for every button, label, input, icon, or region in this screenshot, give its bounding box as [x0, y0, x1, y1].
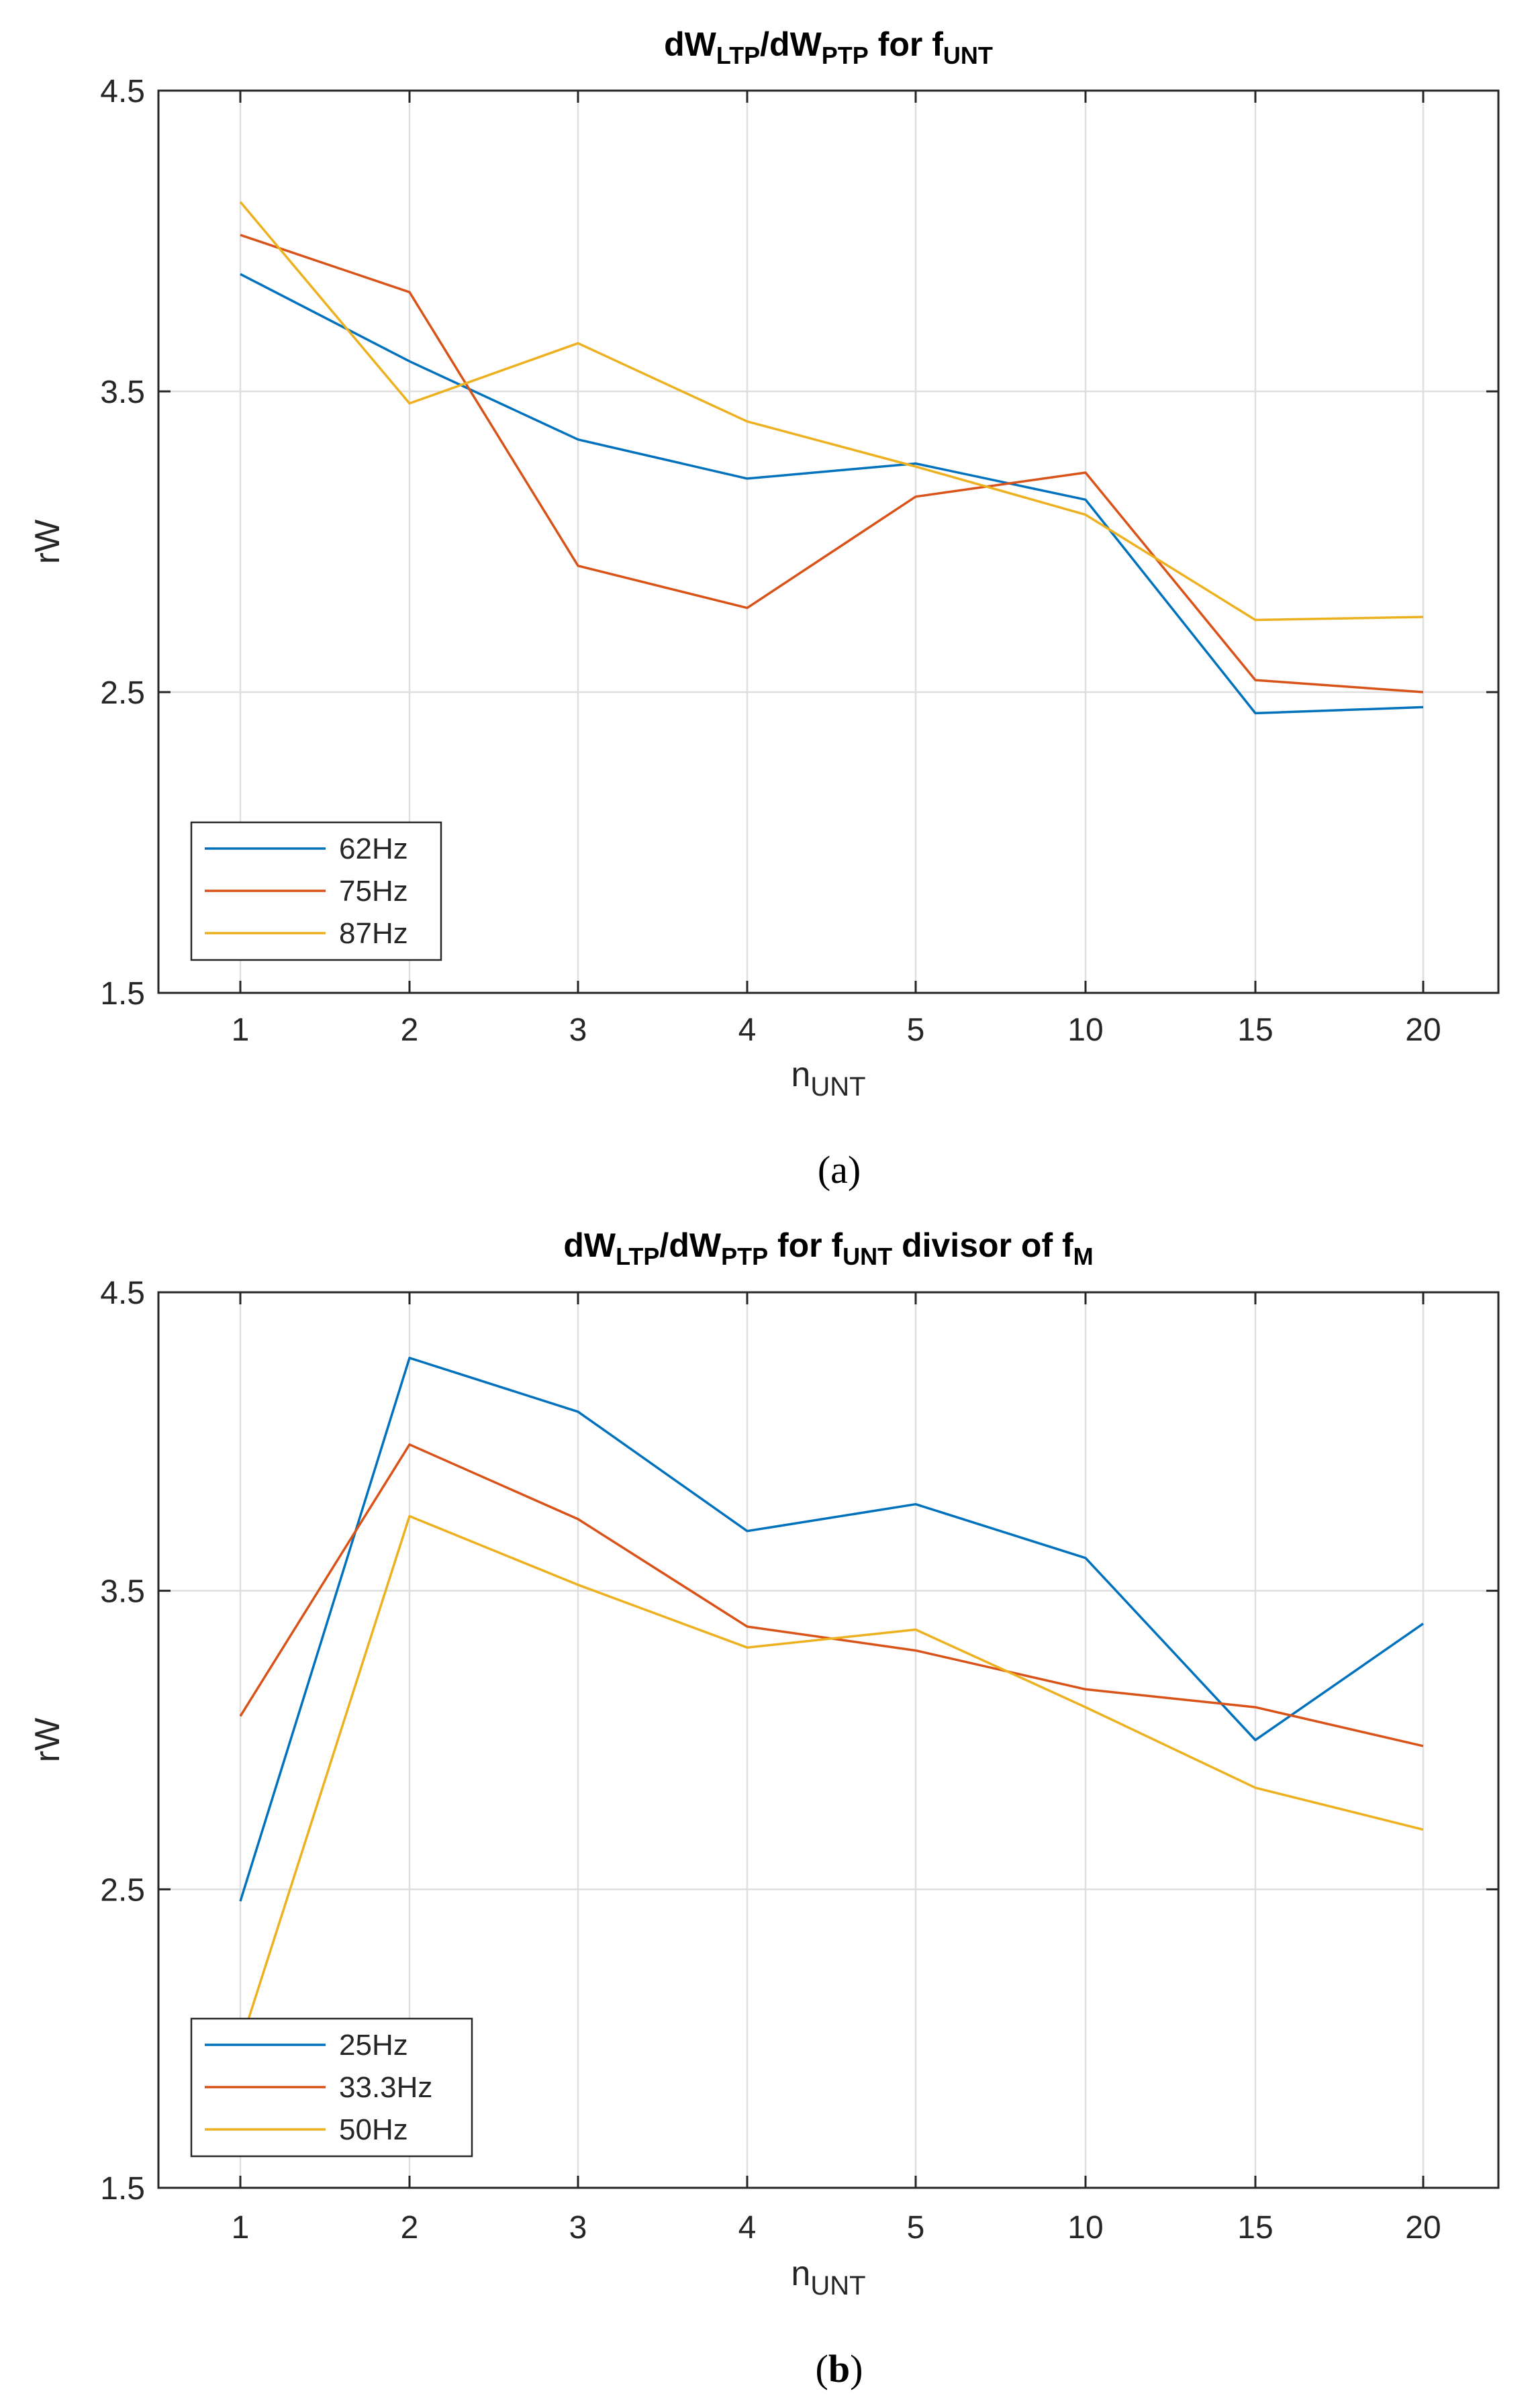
series-line-87hz [239, 201, 1424, 622]
series-group-a [239, 201, 1424, 715]
chart-title-a: dWLTP/dWPTP for fUNT [664, 26, 993, 69]
ticks-b: 1 2 3 4 5 10 15 20 1.5 2.5 3.5 4.5 [100, 1275, 1498, 2246]
y-tick-label-b-3-5: 3.5 [100, 1574, 145, 1610]
chart-title-b: dWLTP/dWPTP for fUNT divisor of fM [563, 1226, 1093, 1270]
axes-box-a [157, 89, 1500, 994]
x-tick-label-b-2: 2 [401, 2210, 419, 2246]
x-tick-label-b-5: 5 [907, 2210, 925, 2246]
y-tick-label-a-4-5: 4.5 [100, 74, 145, 109]
caption-b-open: ( [816, 2347, 828, 2391]
x-tick-label-b-1: 1 [232, 2210, 250, 2246]
title-b-sub4: M [1073, 1243, 1094, 1270]
series-line-50hz [239, 1514, 1424, 2045]
title-b-sub3: UNT [843, 1243, 892, 1270]
title-b-rest: divisor of f [892, 1226, 1073, 1264]
y-tick-label-a-3-5: 3.5 [100, 375, 145, 410]
x-tick-label-b-3: 3 [569, 2210, 587, 2246]
title-a-tail: for f [869, 26, 943, 63]
x-tick-label-a-2: 2 [401, 1012, 419, 1048]
y-axis-label-a: rW [28, 520, 67, 564]
legend-label-62hz: 62Hz [339, 832, 408, 865]
ticks-a: 1 2 3 4 5 10 15 20 1.5 2.5 3.5 4.5 [100, 74, 1498, 1048]
title-b-tail: for f [768, 1226, 843, 1264]
series-line-25hz [239, 1357, 1424, 1902]
grid-b [158, 1292, 1498, 2188]
x-tick-label-b-15: 15 [1237, 2210, 1273, 2246]
legend-label-25hz: 25Hz [339, 2029, 408, 2062]
legend-label-75hz: 75Hz [339, 875, 408, 908]
title-b-sub2: PTP [721, 1243, 768, 1270]
caption-a: (a) [818, 1148, 861, 1192]
xlabel-a-sub: UNT [810, 1072, 865, 1102]
y-tick-label-b-1-5: 1.5 [100, 2171, 145, 2207]
x-tick-label-a-5: 5 [907, 1012, 925, 1048]
x-tick-label-b-10: 10 [1067, 2210, 1103, 2246]
axes-box-b [157, 1291, 1500, 2189]
x-tick-label-a-4: 4 [738, 1012, 757, 1048]
grid-a [158, 91, 1498, 993]
y-axis-label-b: rW [28, 1718, 67, 1762]
x-axis-label-b: nUNT [791, 2254, 865, 2301]
title-a-mid: /dW [760, 26, 822, 63]
caption-b: (b) [816, 2347, 863, 2391]
y-tick-label-a-2-5: 2.5 [100, 675, 145, 711]
panel-b: 1 2 3 4 5 10 15 20 1.5 2.5 3.5 4.5 dWLTP/dWPTP for … [28, 1226, 1500, 2391]
x-tick-label-b-20: 20 [1405, 2210, 1441, 2246]
title-a-sub2: PTP [822, 42, 869, 69]
title-a-sub1: LTP [716, 42, 760, 69]
x-tick-label-b-4: 4 [738, 2210, 757, 2246]
x-tick-label-a-15: 15 [1237, 1012, 1273, 1048]
x-tick-label-a-3: 3 [569, 1012, 587, 1048]
legend-b: 25Hz 33.3Hz 50Hz [190, 2017, 473, 2158]
series-line-62hz [240, 273, 1424, 715]
caption-b-close: ) [850, 2347, 863, 2391]
xlabel-b-main: n [791, 2254, 810, 2293]
legend-label-33-3hz: 33.3Hz [339, 2071, 432, 2104]
title-b-mid: /dW [659, 1226, 721, 1264]
caption-b-letter: b [828, 2347, 850, 2391]
y-tick-label-b-4-5: 4.5 [100, 1275, 145, 1311]
x-tick-label-a-10: 10 [1067, 1012, 1103, 1048]
xlabel-b-sub: UNT [810, 2271, 865, 2301]
title-a-main: dW [664, 26, 717, 63]
legend-label-50hz: 50Hz [339, 2113, 408, 2146]
series-line-75hz [240, 234, 1424, 693]
legend-a: 62Hz 75Hz 87Hz [190, 821, 442, 961]
y-tick-label-b-2-5: 2.5 [100, 1872, 145, 1908]
title-b-sub1: LTP [616, 1243, 659, 1270]
panel-a: 1 2 3 4 5 10 15 20 1.5 2.5 3.5 4.5 dWLTP/dWPTP for … [28, 26, 1500, 1192]
y-tick-label-a-1-5: 1.5 [100, 976, 145, 1012]
x-axis-label-a: nUNT [791, 1055, 865, 1102]
series-group-b [239, 1357, 1424, 2045]
title-a-sub3: UNT [943, 42, 993, 69]
legend-label-87hz: 87Hz [339, 917, 408, 950]
x-tick-label-a-20: 20 [1405, 1012, 1441, 1048]
xlabel-a-main: n [791, 1055, 810, 1094]
title-b-main: dW [563, 1226, 616, 1264]
x-tick-label-a-1: 1 [232, 1012, 250, 1048]
